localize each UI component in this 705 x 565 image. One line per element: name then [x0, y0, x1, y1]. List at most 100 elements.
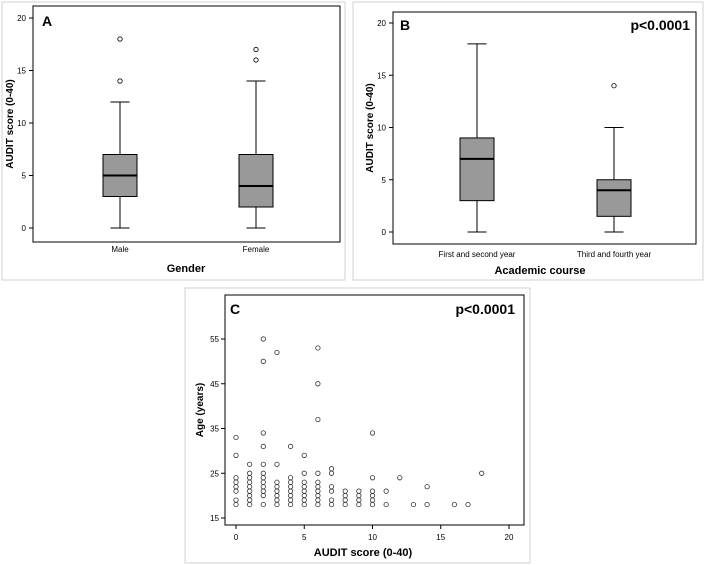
panel-a-letter: A — [42, 13, 52, 29]
y-tick-label: 0 — [382, 228, 387, 237]
panel-c-x-axis: 0 5 10 15 20 — [234, 525, 514, 542]
scatter-point — [369, 430, 376, 436]
outlier-point — [253, 46, 259, 53]
x-tick-label: 20 — [505, 533, 514, 542]
x-category-label: Female — [243, 245, 270, 254]
scatter-point — [233, 434, 239, 441]
x-tick-label: 15 — [436, 533, 445, 542]
panel-a: A 0 5 10 15 20 Male Female Gender AUDIT score… — [1, 1, 346, 281]
panel-c-frame — [184, 287, 531, 564]
x-tick-label: 10 — [368, 533, 377, 542]
scatter-point — [233, 475, 239, 481]
y-tick-label: 35 — [210, 425, 219, 434]
scatter-point — [247, 461, 253, 467]
scatter-point — [315, 381, 321, 387]
scatter-point — [233, 452, 239, 458]
scatter-point — [233, 497, 239, 503]
scatter-point — [328, 497, 335, 503]
panel-c-x-title: AUDIT score (0-40) — [314, 547, 413, 559]
y-tick-label: 5 — [22, 172, 27, 181]
scatter-point — [287, 443, 294, 449]
box — [238, 154, 274, 208]
panel-c-points — [233, 336, 485, 508]
panel-b-x-axis: First and second year Third and fourth ye… — [439, 250, 652, 259]
y-tick-label: 10 — [377, 124, 386, 133]
panel-b-p-value: p<0.0001 — [630, 17, 690, 33]
scatter-point — [260, 501, 266, 508]
scatter-point — [247, 470, 253, 476]
panel-a-y-title: AUDIT score (0-40) — [5, 79, 16, 168]
scatter-point — [342, 488, 348, 494]
panel-a-y-axis: 0 5 10 15 20 — [17, 14, 33, 233]
x-category-label: Male — [111, 245, 129, 254]
y-tick-label: 5 — [382, 176, 387, 185]
panel-a-frame — [1, 1, 346, 281]
scatter-point — [315, 479, 321, 485]
panel-a-x-title: Gender — [167, 263, 206, 275]
scatter-point — [369, 475, 376, 481]
box — [596, 179, 632, 217]
scatter-point — [301, 479, 307, 485]
scatter-point — [479, 470, 485, 476]
scatter-point — [260, 470, 266, 476]
scatter-point — [260, 358, 266, 364]
scatter-point — [315, 345, 321, 351]
panel-b-y-axis: 0 5 10 15 20 — [377, 19, 393, 237]
y-tick-label: 15 — [17, 67, 26, 76]
panel-c-letter: C — [230, 301, 240, 317]
panel-a-boxes — [102, 36, 274, 229]
scatter-point — [301, 470, 307, 476]
panel-b-letter: B — [400, 17, 410, 33]
scatter-point — [260, 430, 266, 436]
scatter-point — [424, 501, 430, 508]
y-tick-label: 55 — [210, 335, 219, 344]
scatter-point — [328, 466, 335, 472]
panel-a-x-axis: Male Female — [111, 245, 270, 254]
panel-c-y-title: Age (years) — [195, 383, 206, 437]
panel-a-plot-area — [32, 5, 341, 243]
x-tick-label: 0 — [234, 533, 239, 542]
panel-b-frame — [352, 1, 704, 281]
scatter-point — [328, 484, 335, 490]
panel-c-plot-area — [224, 294, 525, 526]
x-category-label: Third and fourth year — [577, 250, 652, 259]
scatter-point — [274, 349, 280, 356]
panel-b-y-title: AUDIT score (0-40) — [365, 83, 376, 172]
y-tick-label: 10 — [17, 119, 26, 128]
y-tick-label: 25 — [210, 469, 219, 478]
panel-b-x-title: Academic course — [494, 265, 585, 277]
scatter-point — [383, 501, 389, 508]
scatter-point — [301, 452, 307, 458]
panel-b: B p<0.0001 0 5 10 15 20 First and second yea… — [352, 1, 704, 281]
panel-c: C p<0.0001 15 25 35 45 55 0 5 10 15 20 AUDIT sco… — [184, 287, 531, 564]
panel-c-p-value: p<0.0001 — [455, 301, 515, 317]
box — [459, 137, 495, 202]
scatter-point — [287, 475, 294, 481]
x-tick-label: 5 — [302, 533, 307, 542]
scatter-point — [274, 461, 280, 467]
outlier-point — [117, 36, 123, 42]
y-tick-label: 20 — [377, 19, 386, 28]
y-tick-label: 20 — [17, 14, 26, 23]
scatter-point — [315, 470, 321, 476]
x-category-label: First and second year — [439, 250, 516, 259]
scatter-point — [315, 416, 321, 423]
y-tick-label: 45 — [210, 380, 219, 389]
y-tick-label: 0 — [22, 224, 27, 233]
outlier-point — [117, 78, 123, 84]
scatter-point — [424, 484, 430, 490]
scatter-point — [260, 336, 266, 342]
y-tick-label: 15 — [377, 71, 386, 80]
scatter-point — [274, 479, 280, 485]
scatter-point — [465, 501, 471, 508]
scatter-point — [260, 443, 266, 449]
y-tick-label: 15 — [210, 514, 219, 523]
panel-b-boxes — [459, 43, 632, 233]
scatter-point — [260, 461, 266, 467]
scatter-point — [369, 488, 376, 494]
outlier-point — [611, 83, 617, 89]
scatter-point — [410, 501, 417, 508]
scatter-point — [451, 501, 457, 508]
scatter-point — [383, 488, 389, 494]
